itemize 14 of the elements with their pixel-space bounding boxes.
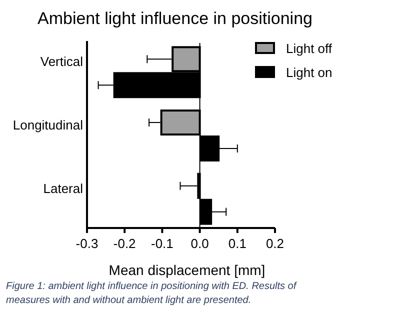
legend-label: Light off xyxy=(286,41,332,56)
x-tick-label: -0.3 xyxy=(76,236,98,251)
x-tick-label: 0.2 xyxy=(266,236,284,251)
y-tick-label: Longitudinal xyxy=(12,118,84,132)
y-tick-label: Vertical xyxy=(40,54,84,70)
caption: Figure 1: ambient light influence in positioning with ED. Results of measures with and without ambient light are presented. xyxy=(6,281,298,306)
x-tick-label: 0.1 xyxy=(228,236,246,251)
x-tick-label: -0.1 xyxy=(150,236,174,251)
legend-label: Light on xyxy=(286,65,332,80)
y-tick-label: Lateral xyxy=(43,180,84,196)
x-tick-label: -0.2 xyxy=(113,236,136,251)
x-axis-title: Mean displacement [mm] xyxy=(108,262,266,278)
chart-title: Ambient light influence in positioning xyxy=(37,9,313,28)
x-tick-label: 0.0 xyxy=(190,236,209,251)
